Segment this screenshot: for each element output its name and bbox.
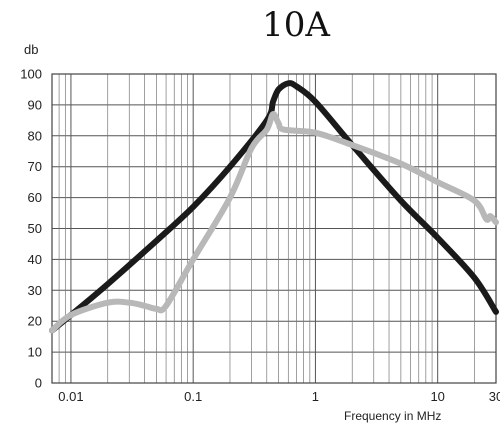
series-line-1 [49, 80, 499, 334]
y-tick-label: 90 [28, 97, 42, 112]
x-axis: 0.01 0.1 1 10 30 [58, 389, 500, 404]
y-tick-label: 0 [35, 376, 42, 391]
y-axis-unit: db [24, 42, 38, 57]
series-line-2 [49, 111, 499, 334]
y-axis: 0 10 20 30 40 50 60 70 80 90 100 [20, 67, 42, 391]
x-tick-label: 10 [430, 389, 444, 404]
y-tick-label: 10 [28, 345, 42, 360]
y-tick-label: 40 [28, 252, 42, 267]
y-tick-label: 80 [28, 128, 42, 143]
series-group [49, 80, 499, 334]
x-tick-label: 30 [489, 389, 500, 404]
x-axis-label: Frequency in MHz [344, 409, 441, 423]
x-tick-label: 0.01 [58, 389, 83, 404]
chart-title: 10A [262, 5, 330, 45]
y-tick-label: 60 [28, 190, 42, 205]
y-tick-label: 100 [20, 67, 42, 82]
x-tick-label: 1 [312, 389, 319, 404]
y-tick-label: 50 [28, 221, 42, 236]
y-tick-label: 30 [28, 283, 42, 298]
plot-frame [51, 73, 497, 384]
y-tick-label: 20 [28, 314, 42, 329]
x-tick-label: 0.1 [184, 389, 202, 404]
y-tick-label: 70 [28, 159, 42, 174]
